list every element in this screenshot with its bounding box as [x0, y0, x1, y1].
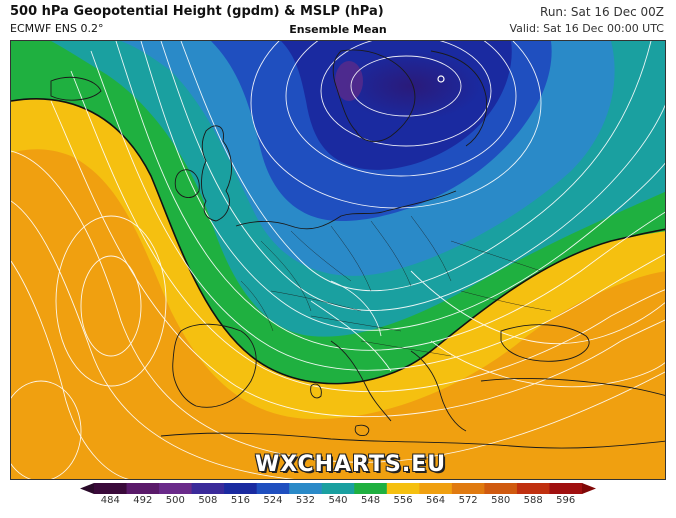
legend-tick-label: 572 — [458, 495, 478, 506]
legend-tick-label: 532 — [295, 495, 315, 506]
contour-552-line — [11, 98, 665, 385]
colorbar-max-arrow — [582, 483, 596, 494]
chart-title: 500 hPa Geopotential Height (gpdm) & MSL… — [10, 4, 384, 19]
legend-tick-label: 516 — [230, 495, 250, 506]
colorbar-segment — [549, 483, 583, 494]
height-band-564 — [11, 123, 665, 479]
colorbar-segment — [484, 483, 518, 494]
product-label: Ensemble Mean — [289, 23, 387, 36]
legend-tick-label: 524 — [263, 495, 283, 506]
colorbar-segment — [126, 483, 160, 494]
legend-tick-label: 596 — [556, 495, 576, 506]
legend-tick-label: 556 — [393, 495, 413, 506]
country-borders — [240, 215, 552, 357]
legend-tick-label: 500 — [165, 495, 185, 506]
run-time-label: Run: Sat 16 Dec 00Z — [540, 5, 664, 19]
colorbar-segment — [289, 483, 323, 494]
map-canvas — [11, 41, 665, 479]
chart-header: 500 hPa Geopotential Height (gpdm) & MSL… — [0, 0, 676, 40]
legend-tick-label: 548 — [360, 495, 381, 506]
legend-tick-label: 484 — [100, 495, 120, 506]
low-pressure-spot — [335, 61, 363, 101]
colorbar-segment — [451, 483, 485, 494]
mslp-isobars — [11, 41, 665, 479]
colorbar-segment — [191, 483, 225, 494]
legend-colorbar — [80, 483, 596, 494]
colorbar-segment — [321, 483, 355, 494]
wxcharts-watermark: WXCHARTS.EU — [255, 452, 447, 477]
colorbar-min-arrow — [80, 483, 94, 494]
colorbar-segment — [159, 483, 193, 494]
colorbar-segment — [224, 483, 258, 494]
weather-map[interactable] — [10, 40, 666, 480]
legend-tick-label: 540 — [328, 495, 348, 506]
colorbar-segment — [256, 483, 290, 494]
colorbar-canvas — [80, 483, 596, 494]
valid-time-label: Valid: Sat 16 Dec 00:00 UTC — [509, 22, 664, 35]
legend-ticks: 484 492 500 508 516 524 532 540 548 556 564 572 580 5… — [80, 495, 596, 509]
colorbar-segment — [354, 483, 388, 494]
legend-tick-label: 508 — [198, 495, 218, 506]
low-pressure-core — [341, 51, 481, 121]
coastlines — [50, 49, 665, 449]
legend-tick-label: 580 — [491, 495, 511, 506]
colorbar-segment — [419, 483, 453, 494]
height-band-556 — [11, 92, 665, 420]
colorbar-segment — [516, 483, 550, 494]
colorbar-segment — [94, 483, 128, 494]
legend-tick-label: 588 — [523, 495, 543, 506]
colorbar-segment — [386, 483, 420, 494]
legend-tick-label: 492 — [133, 495, 153, 506]
legend-tick-label: 564 — [426, 495, 446, 506]
model-label: ECMWF ENS 0.2° — [10, 22, 104, 35]
low-center-marker — [437, 75, 445, 83]
